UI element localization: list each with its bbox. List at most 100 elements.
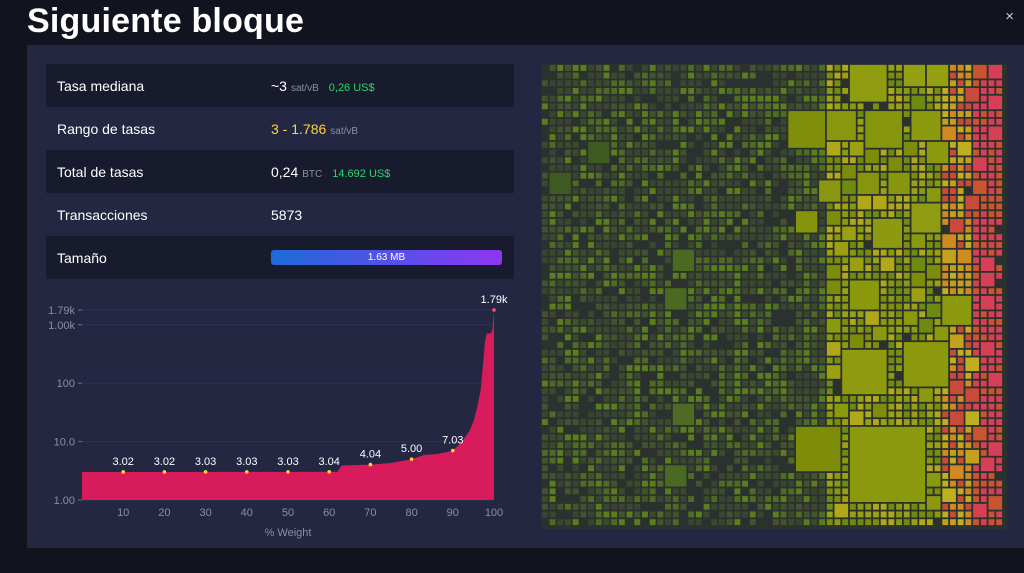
tx-block — [834, 157, 841, 164]
tx-block — [572, 180, 579, 187]
tx-block — [888, 334, 895, 341]
tx-block — [572, 195, 579, 202]
tx-block — [957, 272, 964, 279]
tx-block — [980, 80, 987, 87]
tx-block — [988, 496, 1003, 510]
tx-block — [903, 311, 918, 325]
tx-block — [834, 242, 849, 256]
tx-block — [711, 426, 718, 433]
tx-block — [842, 103, 849, 110]
tx-block — [595, 280, 602, 287]
tx-block — [765, 496, 772, 502]
tx-block — [926, 280, 933, 287]
tx-block — [873, 511, 879, 518]
tx-block — [572, 88, 579, 94]
tx-block — [973, 372, 979, 379]
tx-block — [618, 249, 625, 256]
tx-block — [988, 334, 995, 341]
tx-block — [996, 303, 1003, 310]
tx-block — [811, 88, 818, 94]
tx-block — [950, 80, 956, 87]
tx-block — [595, 457, 602, 464]
tx-block — [965, 226, 972, 233]
tx-block — [780, 434, 787, 441]
tx-block — [726, 72, 733, 79]
tx-block — [849, 242, 856, 248]
tx-block — [757, 319, 764, 325]
tx-block — [819, 419, 825, 425]
tx-block — [796, 95, 802, 102]
tx-block — [811, 349, 818, 356]
tx-block — [557, 280, 564, 287]
tx-block — [557, 95, 564, 102]
tx-block — [618, 203, 625, 210]
tx-block — [734, 403, 741, 410]
tx-block — [626, 226, 633, 233]
tx-block — [695, 157, 702, 164]
tx-block — [950, 203, 956, 210]
tx-block — [657, 280, 664, 287]
tx-block — [634, 157, 641, 164]
tx-block — [649, 334, 656, 341]
tx-block — [842, 519, 849, 526]
tx-block — [834, 503, 849, 518]
tx-block — [888, 503, 895, 510]
tx-block — [618, 457, 625, 464]
tx-block — [819, 218, 825, 225]
tx-block — [973, 118, 979, 125]
tx-block — [873, 211, 879, 218]
tx-block — [711, 134, 718, 141]
tx-block — [572, 473, 579, 479]
tx-block — [688, 457, 695, 464]
tx-block — [765, 465, 772, 472]
tx-block — [588, 226, 594, 233]
tx-block — [595, 519, 602, 526]
tx-block — [603, 365, 610, 372]
tx-block — [834, 334, 841, 341]
tx-block — [719, 349, 725, 356]
tx-block — [642, 234, 648, 241]
tx-block — [980, 334, 987, 341]
tx-block — [988, 419, 995, 425]
tx-block — [911, 411, 918, 418]
tx-block — [788, 80, 795, 87]
tx-block — [580, 280, 587, 287]
tx-block — [950, 272, 956, 279]
tx-block — [942, 234, 956, 248]
close-icon[interactable]: × — [1005, 8, 1014, 25]
tx-block — [742, 126, 748, 133]
tx-block — [896, 503, 902, 510]
tx-block — [911, 249, 918, 256]
tx-block — [541, 280, 548, 287]
tx-block — [757, 149, 764, 156]
tx-block — [780, 118, 787, 125]
tx-block — [634, 203, 641, 210]
tx-block — [580, 496, 587, 502]
tx-block — [973, 126, 979, 133]
tx-block — [557, 434, 564, 441]
tx-block — [657, 88, 664, 94]
tx-block — [803, 280, 810, 287]
tx-block — [642, 134, 648, 141]
tx-block — [580, 319, 587, 325]
tx-block — [934, 411, 941, 418]
tx-block — [642, 111, 648, 117]
tx-block — [611, 272, 618, 279]
tx-block — [665, 134, 671, 141]
tx-block — [703, 126, 710, 133]
tx-block — [757, 357, 764, 364]
tx-block — [950, 334, 964, 348]
tx-block — [649, 511, 656, 518]
tx-block — [695, 64, 702, 71]
tx-block — [950, 511, 956, 518]
tx-block — [896, 519, 902, 526]
tx-block — [788, 503, 795, 510]
tx-block — [603, 496, 610, 502]
tx-block — [834, 80, 841, 87]
tx-block — [695, 226, 702, 233]
block-treemap[interactable] — [541, 64, 1007, 529]
tx-block — [988, 480, 995, 487]
tx-block — [796, 188, 802, 194]
tx-block — [980, 103, 987, 110]
tx-block — [772, 372, 779, 379]
